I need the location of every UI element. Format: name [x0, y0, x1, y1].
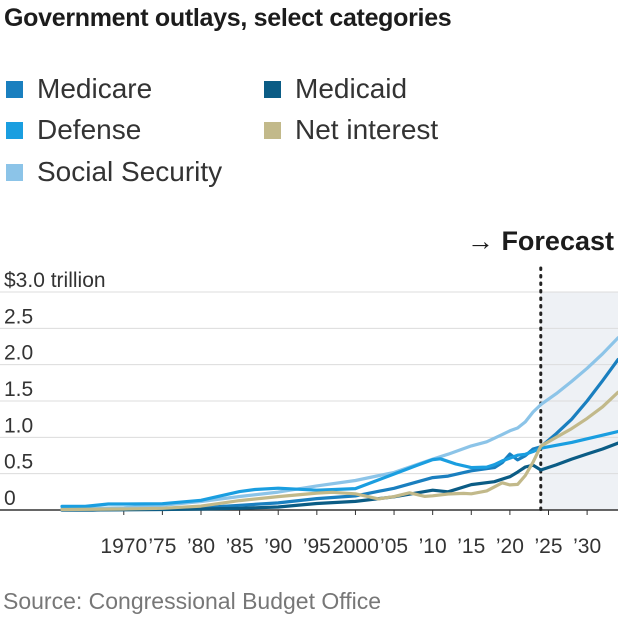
legend-swatch-net-interest	[264, 121, 281, 139]
x-tick-label: 2000	[332, 535, 379, 558]
legend-item-medicare: Medicare	[6, 70, 152, 108]
series-line-social-security	[60, 336, 618, 511]
legend-swatch-social-security	[6, 163, 23, 181]
x-tick-label: ’95	[303, 535, 331, 558]
y-tick-label: 1.5	[4, 378, 33, 401]
legend-swatch-medicare	[6, 80, 23, 98]
legend-item-medicaid: Medicaid	[264, 70, 407, 108]
chart-legend: Medicare Medicaid Defense Net interest S…	[6, 70, 566, 200]
x-tick-label: ’90	[264, 535, 292, 558]
series-line-net-interest	[60, 390, 618, 512]
legend-swatch-defense	[6, 121, 23, 139]
x-axis-tick-labels: 1970’75 ’80 ’85 ’90 ’95 2000’05 ’10 ’15 ’20 ’25 ’3…	[100, 535, 601, 558]
x-tick-label: ’20	[496, 535, 524, 558]
chart-title: Government outlays, select categories	[4, 4, 452, 32]
y-tick-label: 2.0	[4, 342, 33, 365]
x-tick-label: ’25	[534, 535, 562, 558]
legend-label-social-security: Social Security	[37, 156, 223, 187]
series-line-defense	[60, 429, 618, 508]
legend-label-medicare: Medicare	[37, 73, 153, 104]
y-axis-tick-labels: 0 0.5 1.0 1.5 2.0 2.5 $3.0 trillion	[4, 269, 106, 510]
x-tick-label: ’15	[457, 535, 485, 558]
x-tick-label: ’10	[419, 535, 447, 558]
series-line-medicare	[60, 358, 618, 512]
y-tick-label: 1.0	[4, 414, 33, 437]
source-note: Source: Congressional Budget Office	[3, 588, 382, 614]
chart-series-lines	[60, 336, 618, 512]
legend-swatch-medicaid	[264, 80, 281, 98]
legend-item-net-interest: Net interest	[264, 111, 438, 149]
x-tick-label: ’80	[187, 535, 215, 558]
y-tick-label: 0.5	[4, 451, 33, 474]
legend-label-defense: Defense	[37, 114, 142, 145]
legend-item-defense: Defense	[6, 111, 141, 149]
x-tick-label: ’30	[573, 535, 601, 558]
forecast-label: → Forecast	[467, 226, 614, 256]
y-tick-label: 2.5	[4, 305, 33, 328]
chart-gridlines	[0, 291, 618, 475]
legend-label-net-interest: Net interest	[295, 114, 439, 145]
series-line-medicaid	[60, 441, 618, 512]
x-tick-label: ’05	[380, 535, 408, 558]
x-tick-label: ’75	[148, 535, 176, 558]
legend-item-social-security: Social Security	[6, 153, 222, 191]
x-tick-label: ’85	[226, 535, 254, 558]
x-tick-label: 1970	[100, 535, 147, 558]
legend-label-medicaid: Medicaid	[295, 73, 408, 104]
y-tick-label: 0	[4, 487, 16, 510]
y-tick-label: $3.0 trillion	[4, 269, 106, 292]
